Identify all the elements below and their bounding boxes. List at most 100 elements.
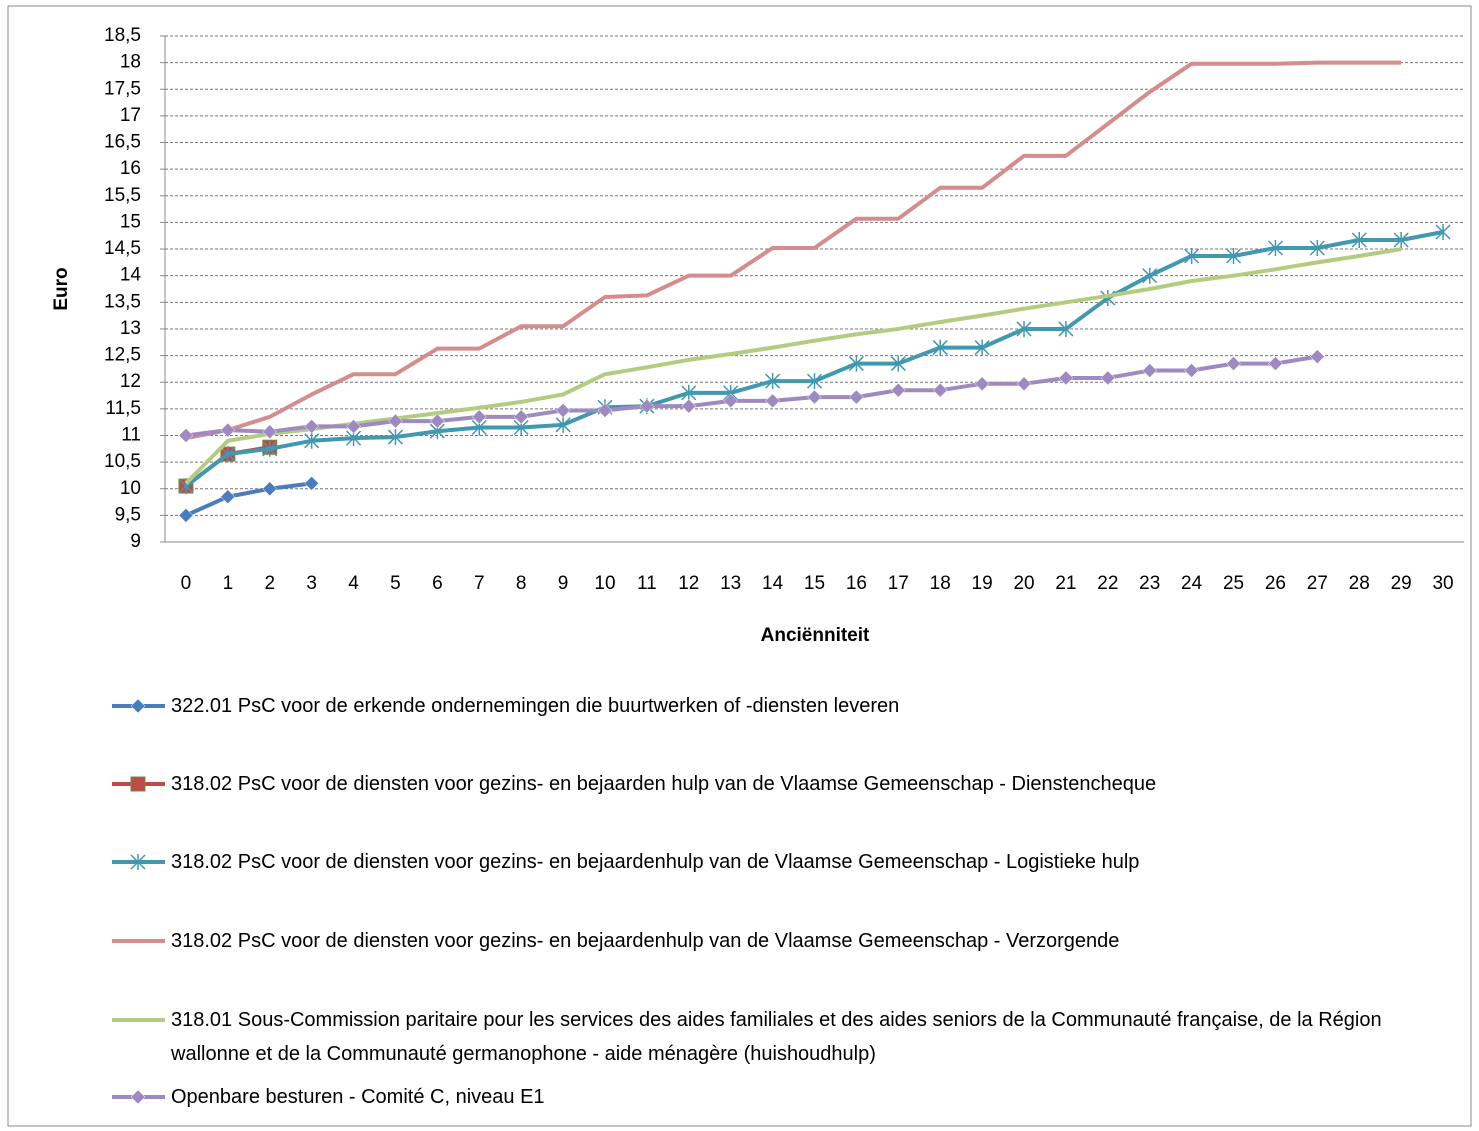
marker <box>932 382 948 398</box>
marker <box>1058 320 1074 337</box>
x-tick-label: 7 <box>474 573 485 594</box>
y-tick-label: 9,5 <box>115 504 141 525</box>
series-line <box>185 60 1402 441</box>
legend-label: 318.02 PsC voor de diensten voor gezins-… <box>171 930 1120 952</box>
x-tick-label: 6 <box>432 573 443 594</box>
y-tick-label: 14,5 <box>104 238 141 259</box>
y-tick-label: 18,5 <box>104 25 141 46</box>
marker <box>1267 239 1283 256</box>
y-tick-label: 17 <box>120 105 141 126</box>
x-tick-label: 22 <box>1097 573 1118 594</box>
marker <box>849 389 864 405</box>
marker <box>974 376 990 392</box>
marker <box>220 489 236 505</box>
marker <box>130 1089 146 1105</box>
y-tick-label: 10 <box>120 478 141 499</box>
marker <box>178 428 194 443</box>
x-tick-label: 27 <box>1307 573 1328 594</box>
x-tick-label: 19 <box>972 573 993 594</box>
marker <box>1309 239 1325 256</box>
y-tick-label: 16 <box>120 158 141 179</box>
marker <box>1226 356 1241 371</box>
marker <box>890 382 906 398</box>
y-tick-label: 14 <box>120 265 142 286</box>
marker <box>1184 247 1200 264</box>
x-tick-label: 13 <box>720 573 741 594</box>
marker <box>304 476 320 491</box>
marker <box>1016 376 1032 392</box>
y-axis-title: Euro <box>51 267 72 310</box>
y-tick-label: 10,5 <box>104 451 141 472</box>
y-tick-label: 17,5 <box>104 78 141 99</box>
x-tick-label: 15 <box>804 573 825 594</box>
marker <box>387 429 403 446</box>
marker <box>1142 363 1158 378</box>
marker <box>1393 231 1409 248</box>
x-tick-label: 28 <box>1349 573 1370 594</box>
y-tick-label: 15,5 <box>104 185 141 206</box>
y-tick-label: 16,5 <box>104 132 141 153</box>
marker <box>681 384 697 401</box>
y-tick-label: 15 <box>120 211 141 232</box>
marker <box>130 776 146 792</box>
x-tick-label: 11 <box>637 573 657 594</box>
legend-label: 318.01 Sous-Commission paritaire pour le… <box>171 1009 1382 1065</box>
marker <box>178 508 194 523</box>
marker <box>765 393 780 409</box>
marker <box>1100 370 1116 386</box>
y-tick-label: 9 <box>130 531 141 552</box>
marker <box>555 416 571 433</box>
marker <box>1184 363 1199 378</box>
x-tick-label: 9 <box>558 573 569 594</box>
y-tick-label: 13,5 <box>104 291 141 312</box>
y-tick-label: 12 <box>120 371 141 392</box>
marker <box>1058 370 1074 386</box>
y-tick-label: 11 <box>121 424 141 445</box>
x-tick-label: 24 <box>1181 573 1203 594</box>
y-tick-label: 18 <box>120 52 141 73</box>
x-tick-label: 23 <box>1139 573 1160 594</box>
x-tick-label: 0 <box>181 573 192 594</box>
marker <box>304 432 320 449</box>
legend-label: 322.01 PsC voor de erkende ondernemingen… <box>171 695 900 717</box>
marker <box>723 393 739 409</box>
x-tick-label: 8 <box>516 573 527 594</box>
marker <box>639 398 655 414</box>
x-tick-label: 29 <box>1391 573 1412 594</box>
marker <box>471 409 487 425</box>
marker <box>1268 356 1283 371</box>
x-tick-label: 4 <box>348 573 359 594</box>
x-tick-label: 21 <box>1055 573 1076 594</box>
y-tick-label: 13 <box>120 318 141 339</box>
x-tick-label: 14 <box>762 573 784 594</box>
series-line <box>184 230 1444 488</box>
marker <box>848 355 864 372</box>
x-tick-label: 1 <box>223 573 234 594</box>
marker <box>513 409 529 425</box>
series-line <box>185 481 312 518</box>
marker <box>262 481 278 497</box>
x-tick-label: 26 <box>1265 573 1286 594</box>
series-line <box>185 354 1318 438</box>
x-tick-label: 17 <box>888 573 909 594</box>
marker <box>806 373 823 390</box>
marker <box>346 419 361 434</box>
marker <box>1435 224 1451 241</box>
marker <box>220 446 236 463</box>
marker <box>681 398 697 414</box>
legend-label: 318.02 PsC voor de diensten voor gezins-… <box>171 851 1140 873</box>
x-tick-label: 20 <box>1013 573 1034 594</box>
x-tick-label: 25 <box>1223 573 1244 594</box>
legend-label: Openbare besturen - Comité C, niveau E1 <box>171 1086 545 1108</box>
marker <box>932 339 948 356</box>
marker <box>262 424 278 440</box>
x-tick-label: 16 <box>846 573 867 594</box>
x-tick-label: 12 <box>678 573 699 594</box>
marker <box>130 854 146 870</box>
x-tick-label: 2 <box>264 573 275 594</box>
legend-label: 318.02 PsC voor de diensten voor gezins-… <box>171 773 1157 795</box>
y-tick-label: 12,5 <box>104 345 141 366</box>
series-line <box>184 247 1402 485</box>
